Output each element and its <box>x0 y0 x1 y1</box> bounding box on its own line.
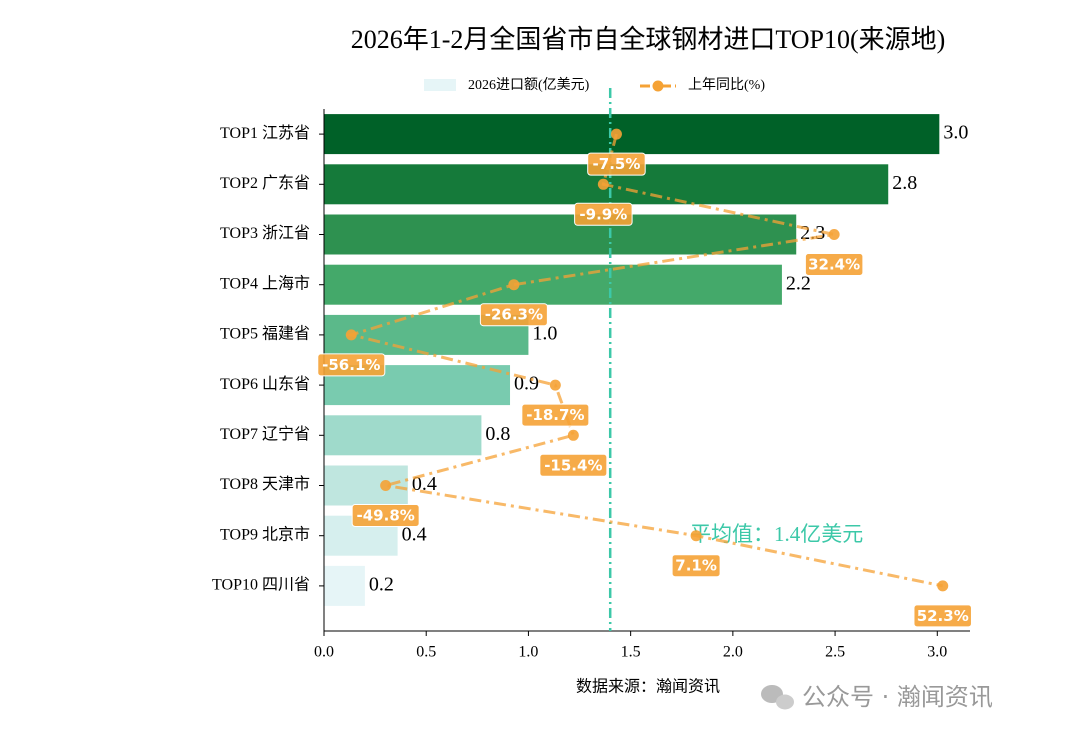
yoy-label: -18.7% <box>526 406 584 424</box>
yoy-marker <box>597 178 609 190</box>
x-tick-label: 1.5 <box>621 644 641 661</box>
legend-label: 上年同比(%) <box>688 77 765 93</box>
category-label: TOP2 广东省 <box>220 174 310 192</box>
yoy-label: -7.5% <box>593 155 641 173</box>
bar <box>324 565 365 606</box>
bar <box>324 465 408 506</box>
yoy-marker <box>508 279 520 291</box>
yoy-marker <box>828 229 840 240</box>
x-tick-label: 3.0 <box>927 644 947 661</box>
yoy-marker <box>690 530 702 542</box>
yoy-label-box <box>587 152 646 176</box>
bar-value-label: 0.4 <box>402 523 427 545</box>
yoy-line <box>345 133 944 588</box>
category-label: TOP9 北京市 <box>220 525 310 543</box>
bar-value-label: 0.2 <box>369 573 394 595</box>
watermark-icon <box>761 685 794 710</box>
legend-swatch <box>424 79 456 91</box>
x-tick-label: 0.5 <box>416 644 436 661</box>
yoy-label: -9.9% <box>579 205 627 223</box>
x-tick-label: 1.0 <box>518 644 538 661</box>
legend-marker <box>652 80 664 92</box>
bar-value-label: 0.4 <box>412 473 437 495</box>
source: 数据来源：瀚闻资讯 <box>576 678 720 696</box>
x-tick-label: 2.5 <box>825 644 845 661</box>
yoy-marker <box>937 580 949 592</box>
yoy-label-box <box>479 303 548 327</box>
yoy-label: -26.3% <box>485 306 543 324</box>
category-label: TOP4 上海市 <box>220 274 310 292</box>
yoy-label-box <box>804 253 864 276</box>
yoy-label-box <box>351 504 420 527</box>
chart-title: 2026年1-2月全国省市自全球钢材进口TOP10(来源地) <box>351 25 946 54</box>
category-label: TOP10 四川省 <box>212 576 310 594</box>
bar <box>324 214 797 255</box>
yoy-label-box <box>521 403 590 427</box>
yoy-label: 52.3% <box>917 607 969 625</box>
category-label: TOP7 辽宁省 <box>220 425 310 443</box>
category-label: TOP3 浙江省 <box>220 224 310 242</box>
category-label: TOP1 江苏省 <box>220 124 310 142</box>
bar <box>324 415 482 456</box>
x-tick-label: 0.0 <box>314 644 334 661</box>
yoy-label: -15.4% <box>544 456 602 474</box>
category-label: TOP6 山东省 <box>220 375 310 393</box>
yoy-marker <box>380 480 392 491</box>
yoy-label-box <box>317 353 386 377</box>
x-tick-label: 2.0 <box>723 644 743 661</box>
mean-label: 平均值：1.4亿美元 <box>690 522 863 546</box>
yoy-label: 7.1% <box>675 557 717 575</box>
yoy-marker <box>345 329 357 341</box>
yoy-label-box <box>574 202 633 226</box>
bar-value-label: 0.8 <box>485 423 510 445</box>
yoy-marker <box>567 429 579 441</box>
yoy-label: -49.8% <box>357 507 415 525</box>
legend-label: 2026进口额(亿美元) <box>468 77 590 93</box>
yoy-marker <box>610 128 622 140</box>
yoy-label-box <box>913 604 972 628</box>
category-label: TOP5 福建省 <box>220 325 310 343</box>
yoy-label: -56.1% <box>322 356 380 374</box>
yoy-label-box <box>671 554 721 578</box>
bar-value-label: 3.0 <box>943 122 968 144</box>
yoy-marker <box>549 379 561 391</box>
bar <box>324 264 782 305</box>
yoy-label: 32.4% <box>808 256 860 274</box>
yoy-label-box <box>539 453 608 477</box>
category-label: TOP8 天津市 <box>220 475 310 493</box>
watermark: 公众号 · 瀚闻资讯 <box>802 683 993 711</box>
bar-value-label: 1.0 <box>532 322 557 344</box>
bar-value-label: 2.2 <box>786 272 811 294</box>
bar-value-label: 2.8 <box>892 172 917 194</box>
bar <box>324 114 940 155</box>
